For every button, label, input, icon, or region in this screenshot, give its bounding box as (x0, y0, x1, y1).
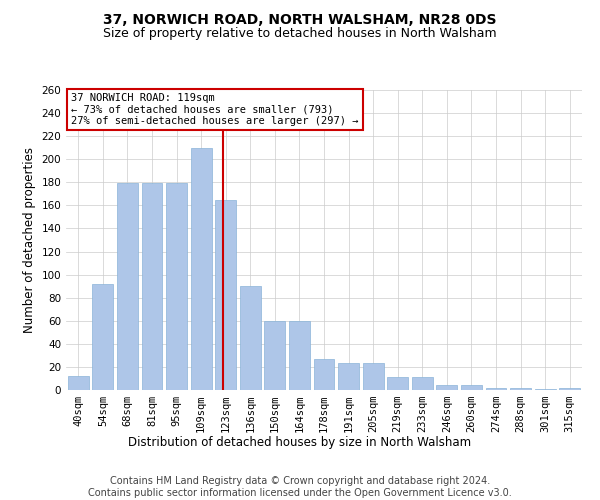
Bar (240, 286, 261, 390)
Text: 37, NORWICH ROAD, NORTH WALSHAM, NR28 0DS: 37, NORWICH ROAD, NORTH WALSHAM, NR28 0D… (103, 12, 497, 26)
Bar (142, 184, 163, 390)
Bar (215, 200, 236, 390)
Bar (485, 388, 506, 390)
Bar (436, 386, 457, 390)
Bar (166, 184, 187, 390)
Bar (92, 284, 113, 390)
Bar (412, 378, 433, 390)
Text: Contains HM Land Registry data © Crown copyright and database right 2024.
Contai: Contains HM Land Registry data © Crown c… (88, 476, 512, 498)
Bar (265, 321, 286, 390)
Bar (559, 388, 580, 390)
Text: Distribution of detached houses by size in North Walsham: Distribution of detached houses by size … (128, 436, 472, 449)
Bar (535, 389, 556, 390)
Bar (68, 376, 89, 390)
Bar (387, 378, 408, 390)
Bar (510, 388, 531, 390)
Bar (338, 364, 359, 390)
Bar (314, 359, 334, 390)
Bar (117, 184, 138, 390)
Bar (362, 364, 383, 390)
Bar (289, 321, 310, 390)
Bar (191, 148, 212, 390)
Text: Size of property relative to detached houses in North Walsham: Size of property relative to detached ho… (103, 28, 497, 40)
Text: 37 NORWICH ROAD: 119sqm
← 73% of detached houses are smaller (793)
27% of semi-d: 37 NORWICH ROAD: 119sqm ← 73% of detache… (71, 93, 359, 126)
Y-axis label: Number of detached properties: Number of detached properties (23, 147, 36, 333)
Bar (461, 386, 482, 390)
